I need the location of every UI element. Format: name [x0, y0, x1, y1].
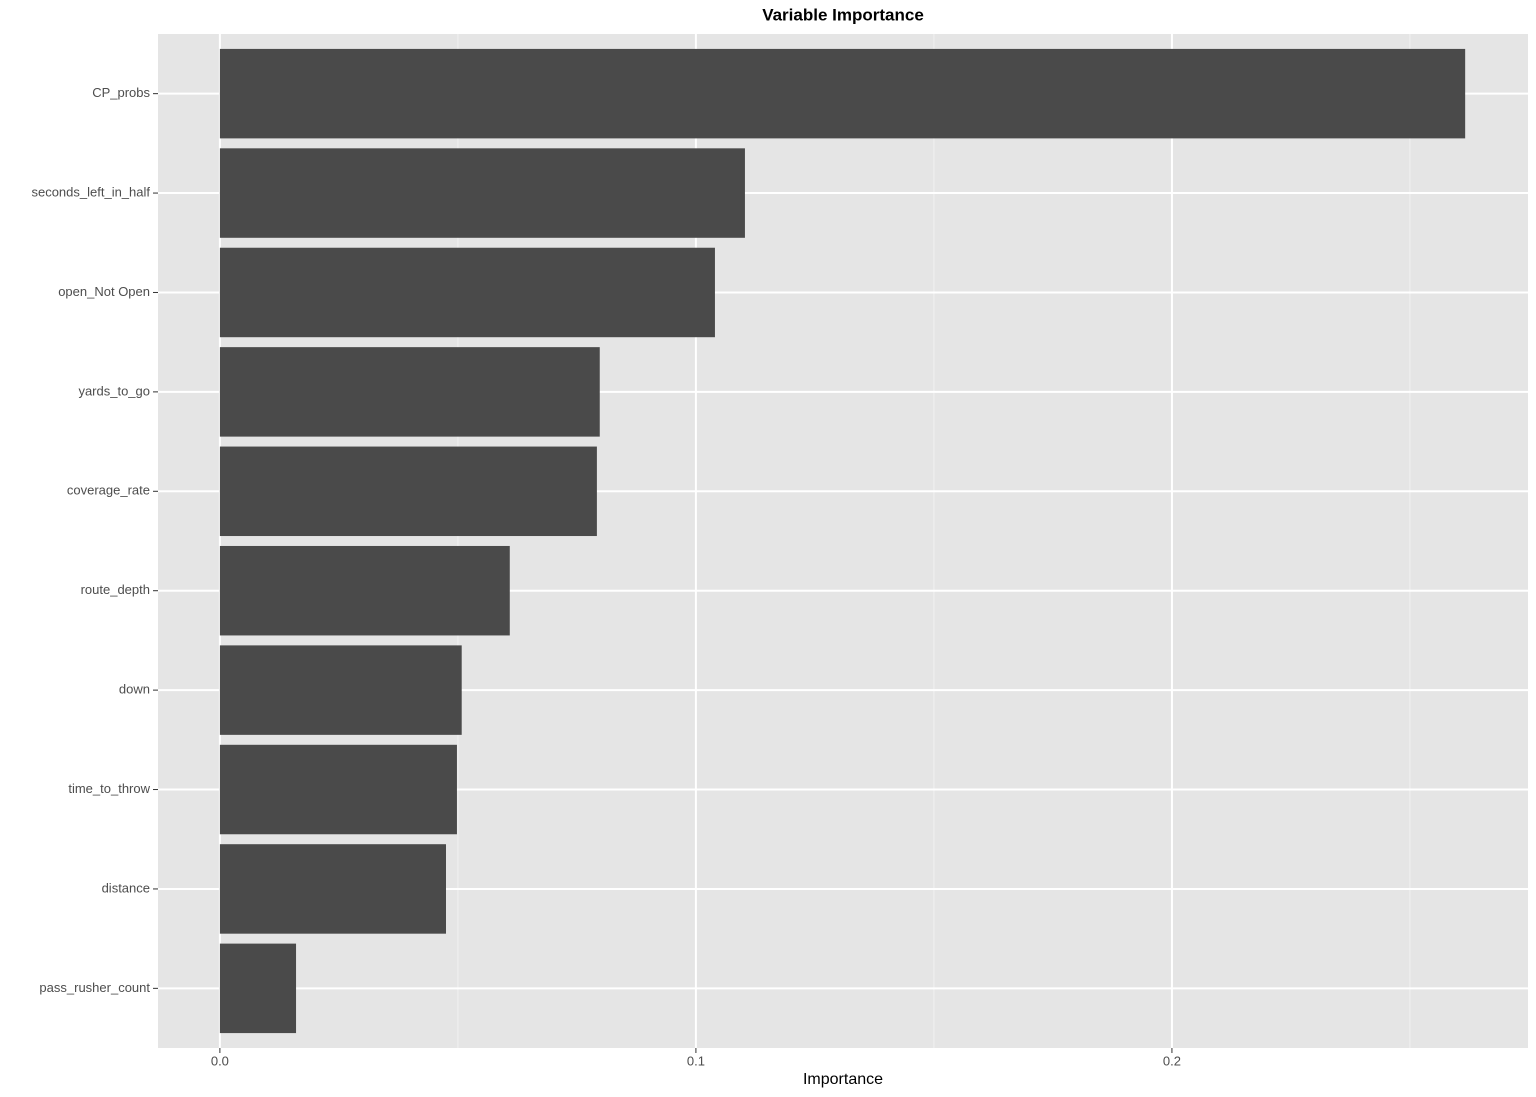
- x-tick-label: 0.0: [211, 1053, 229, 1068]
- chart-title: Variable Importance: [762, 5, 924, 24]
- y-tick-label: time_to_throw: [68, 781, 150, 796]
- bar: [219, 744, 457, 835]
- y-tick-label: yards_to_go: [78, 383, 150, 398]
- x-tick-label: 0.1: [687, 1053, 705, 1068]
- bar: [219, 446, 597, 537]
- y-tick-label: open_Not Open: [58, 284, 150, 299]
- bar: [219, 645, 462, 735]
- y-tick-label: CP_probs: [92, 85, 150, 100]
- y-tick-label: seconds_left_in_half: [31, 184, 150, 199]
- bar: [219, 148, 745, 238]
- x-axis-title: Importance: [803, 1071, 883, 1088]
- bar: [219, 943, 297, 1034]
- y-tick-label: pass_rusher_count: [39, 980, 150, 995]
- bar: [219, 48, 1466, 139]
- bar: [219, 247, 715, 338]
- y-tick-label: route_depth: [81, 582, 150, 597]
- y-tick-label: distance: [102, 880, 150, 895]
- bar: [219, 545, 510, 636]
- bar: [219, 347, 600, 437]
- y-tick-label: coverage_rate: [67, 483, 150, 498]
- bar: [219, 844, 446, 934]
- x-tick-label: 0.2: [1163, 1053, 1181, 1068]
- y-tick-label: down: [119, 682, 150, 697]
